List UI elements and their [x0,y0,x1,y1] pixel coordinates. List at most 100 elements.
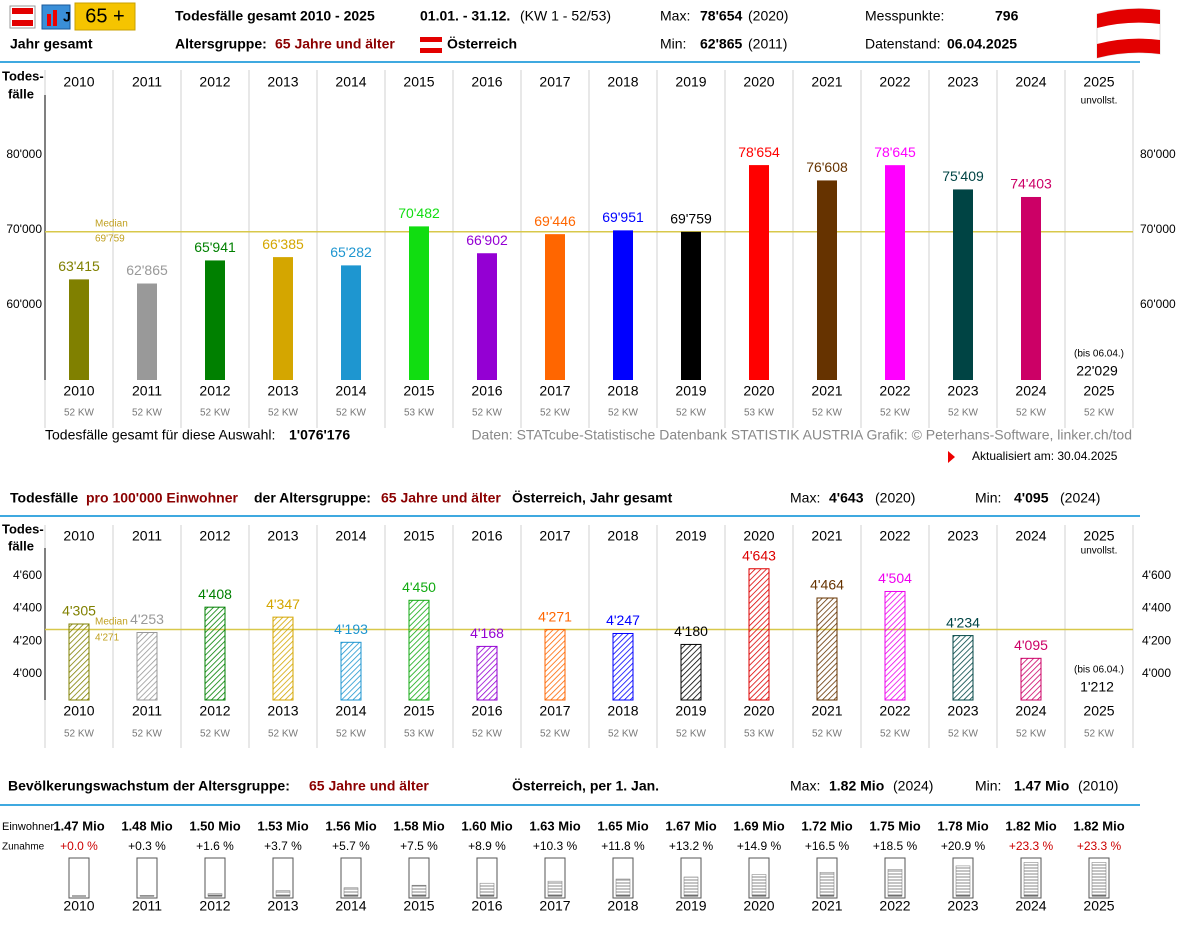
y-tick-label: 4'000 [1142,666,1171,680]
kw-label: 52 KW [268,729,299,740]
s2-title: Todesfälle [10,490,78,506]
s3-min-label: Min: [975,778,1001,794]
population: 1.65 Mio [597,818,648,833]
year-label: 2017 [539,703,570,719]
population: 1.56 Mio [325,818,376,833]
kw-label: 52 KW [472,408,503,419]
value-label: 4'253 [130,611,164,627]
bar [273,257,293,380]
y-tick-label: 80'000 [1140,147,1176,161]
value-label: 65'941 [194,239,236,255]
gauge-frame [272,857,294,899]
row-label: Einwohner [2,821,54,833]
gauge-fill [411,884,427,897]
value-label: 75'409 [942,168,984,184]
year-label: 2010 [63,528,94,544]
min-label: Min: [660,36,686,52]
bar [817,180,837,380]
population: 1.78 Mio [937,818,988,833]
year-label: 2024 [1015,74,1046,90]
value-label: 4'464 [810,577,844,593]
bar [69,279,89,380]
population: 1.69 Mio [733,818,784,833]
year-label: 2013 [267,528,298,544]
bar [544,629,566,701]
max-year: (2020) [748,8,788,24]
year-label: 2015 [403,528,434,544]
growth: +11.8 % [601,839,645,853]
year-label: 2010 [63,703,94,719]
year-label: 2012 [199,703,230,719]
year-label: 2022 [879,703,910,719]
value-label: 4'305 [62,603,96,619]
y-tick-label: 70'000 [6,222,42,236]
year-label: 2019 [675,74,706,90]
age-badge[interactable] [74,2,136,31]
growth: +3.7 % [264,839,302,853]
year-label: 2016 [471,528,502,544]
year-label: 2015 [403,74,434,90]
year-label: 2015 [403,703,434,719]
year-label: 2025 [1083,898,1114,914]
max-value: 78'654 [700,8,742,24]
points-label: Messpunkte: [865,8,944,24]
value-label: 76'608 [806,159,848,175]
year-label: 2014 [335,703,366,719]
kw-label: 52 KW [1084,729,1115,740]
value-label: 69'951 [602,209,644,225]
value-label: 4'643 [742,547,776,563]
incomplete-flag: unvollst. [1081,546,1118,557]
kw-label: 52 KW [540,408,571,419]
year-label: 2017 [539,74,570,90]
flag-icon[interactable] [9,5,36,29]
kw-label: 52 KW [812,408,843,419]
year-label: 2023 [947,703,978,719]
value-label: 78'645 [874,144,916,160]
kw-label: 52 KW [200,408,231,419]
year-label: 2015 [403,383,434,399]
bar [340,641,362,701]
value-label: 4'234 [946,614,980,630]
year-label: 2020 [743,74,774,90]
growth: +7.5 % [400,839,438,853]
kw-label: 53 KW [404,408,435,419]
y-tick-label: 4'600 [1142,568,1171,582]
population: 1.75 Mio [869,818,920,833]
scope: Jahr gesamt [10,36,93,52]
year-label: 2022 [879,383,910,399]
s2-title: der Altersgruppe: [254,490,371,506]
year-label: 2015 [403,898,434,914]
y-tick-label: 4'600 [13,568,42,582]
year-label: 2025 [1083,703,1114,719]
population: 1.82 Mio [1005,818,1056,833]
title: Todesfälle gesamt 2010 - 2025 [175,8,375,24]
age-label: Altersgruppe: [175,36,267,52]
value-label: 4'271 [538,608,572,624]
s2-min: 4'095 [1014,490,1049,506]
year-label: 2020 [743,528,774,544]
year-label: 2011 [132,74,162,90]
population: 1.58 Mio [393,818,444,833]
y-tick-label: 80'000 [6,147,42,161]
gauge-fill [275,890,291,897]
chart-icon[interactable]: J [41,4,71,30]
bar [409,226,429,380]
year-label: 2014 [335,74,366,90]
value-label: 4'408 [198,586,232,602]
bar [476,645,498,701]
y-tick-label: 60'000 [1140,297,1176,311]
s3-title: 65 Jahre und älter [309,778,429,794]
kw-label: 52 KW [132,729,163,740]
s3-min-year: (2010) [1078,778,1118,794]
bar [1021,196,1041,380]
min-year: (2011) [748,36,787,52]
year-label: 2019 [675,898,706,914]
population: 1.72 Mio [801,818,852,833]
y-axis-label: Todes- [2,521,44,536]
year-label: 2023 [947,898,978,914]
growth: +20.9 % [941,839,986,853]
max-label: Max: [660,8,690,24]
badge-text[interactable]: 65 + [85,5,124,27]
kw-label: 52 KW [472,729,503,740]
